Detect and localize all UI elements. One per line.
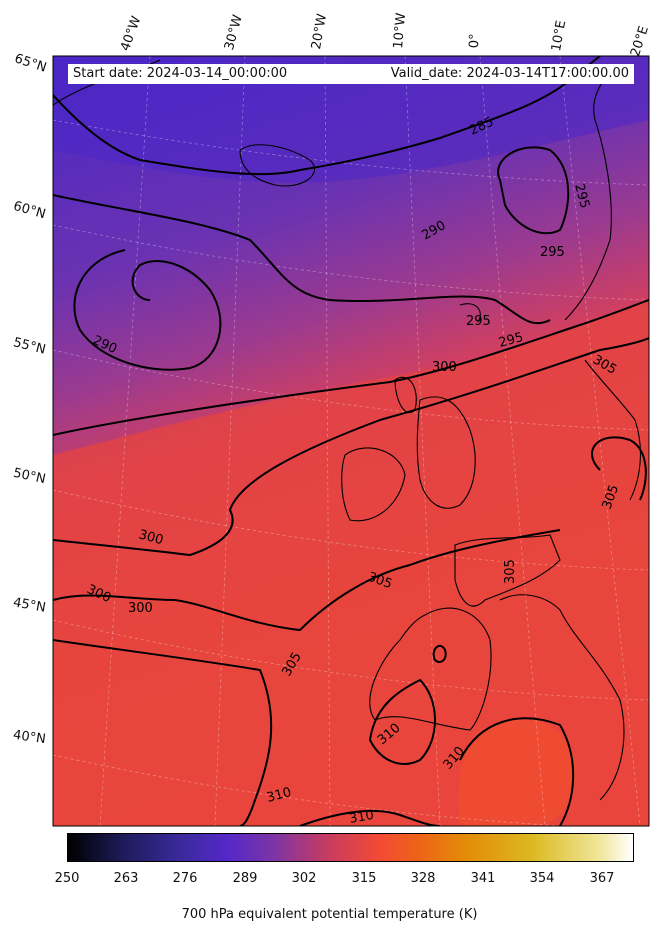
contour-label: 295 [497, 330, 525, 351]
colorbar-tick: 289 [232, 871, 258, 886]
date-info-box: Start date: 2024-03-14_00:00:00 Valid_da… [68, 64, 634, 84]
lon-label-10w: 10°W [391, 12, 410, 50]
contour-label: 300 [432, 360, 457, 375]
colorbar-tick: 341 [470, 871, 496, 886]
contour-label: 300 [137, 527, 165, 548]
start-date: Start date: 2024-03-14_00:00:00 [73, 66, 288, 81]
colorbar-tick: 315 [351, 871, 377, 886]
lon-label-0: 0° [467, 33, 483, 49]
contours [53, 56, 649, 826]
contour-label: 295 [571, 182, 592, 210]
colorbar-tick: 367 [589, 871, 615, 886]
map-frame [52, 55, 650, 827]
colorbar-tick: 263 [113, 871, 139, 886]
warm-sector [53, 300, 649, 826]
contour-label: 310 [265, 785, 293, 806]
contour-label: 305 [503, 559, 518, 584]
colorbar-label: 700 hPa equivalent potential temperature… [181, 907, 478, 922]
contour-label: 295 [540, 245, 565, 260]
colorbar-tick: 250 [54, 871, 80, 886]
contour-label: 300 [128, 601, 153, 616]
contour-label: 295 [466, 314, 491, 329]
valid-date: Valid_date: 2024-03-14T17:00:00.00 [390, 66, 629, 81]
colorbar [67, 833, 634, 862]
colorbar-tick: 276 [172, 871, 198, 886]
graticule [53, 56, 649, 826]
cold-air-mass [53, 56, 649, 183]
warm-core [458, 718, 576, 826]
colorbar-tick: 302 [291, 871, 317, 886]
contour-label: 310 [348, 808, 375, 827]
colorbar-tick: 354 [529, 871, 555, 886]
colorbar-tick: 328 [410, 871, 436, 886]
coastlines [53, 59, 641, 801]
